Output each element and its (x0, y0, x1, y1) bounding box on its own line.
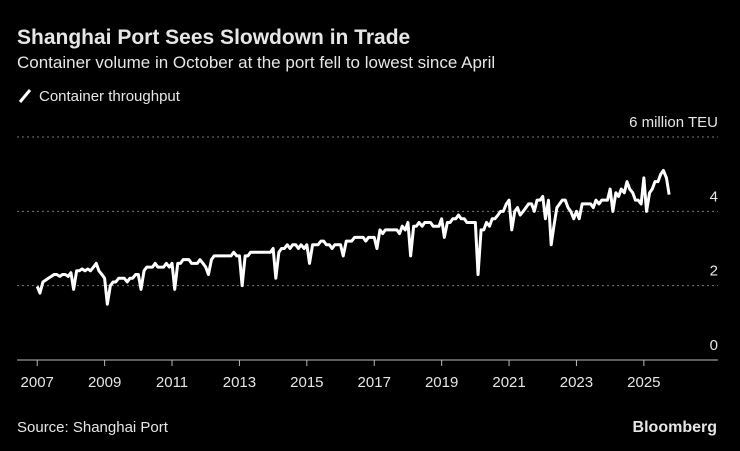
x-tick-label: 2009 (88, 374, 121, 391)
legend-swatch (18, 89, 32, 103)
source: Source: Shanghai Port (17, 419, 169, 436)
chart-subtitle: Container volume in October at the port … (17, 53, 495, 72)
x-tick-label: 2015 (290, 374, 323, 391)
x-tick-label: 2025 (627, 374, 660, 391)
x-tick-label: 2021 (492, 374, 525, 391)
chart-title: Shanghai Port Sees Slowdown in Trade (17, 26, 410, 49)
y-tick-label: 6 million TEU (629, 114, 718, 131)
brand: Bloomberg (633, 419, 717, 436)
y-tick-label: 4 (710, 188, 718, 205)
x-tick-label: 2007 (21, 374, 54, 391)
series-line (35, 168, 671, 306)
y-tick-label: 2 (710, 263, 718, 280)
legend-label: Container throughput (39, 88, 181, 105)
y-tick-label: 0 (710, 337, 718, 354)
x-tick-label: 2019 (425, 374, 458, 391)
x-tick-label: 2023 (560, 374, 593, 391)
x-tick-label: 2011 (156, 374, 188, 391)
x-tick-label: 2013 (223, 374, 256, 391)
x-tick-label: 2017 (358, 374, 391, 391)
